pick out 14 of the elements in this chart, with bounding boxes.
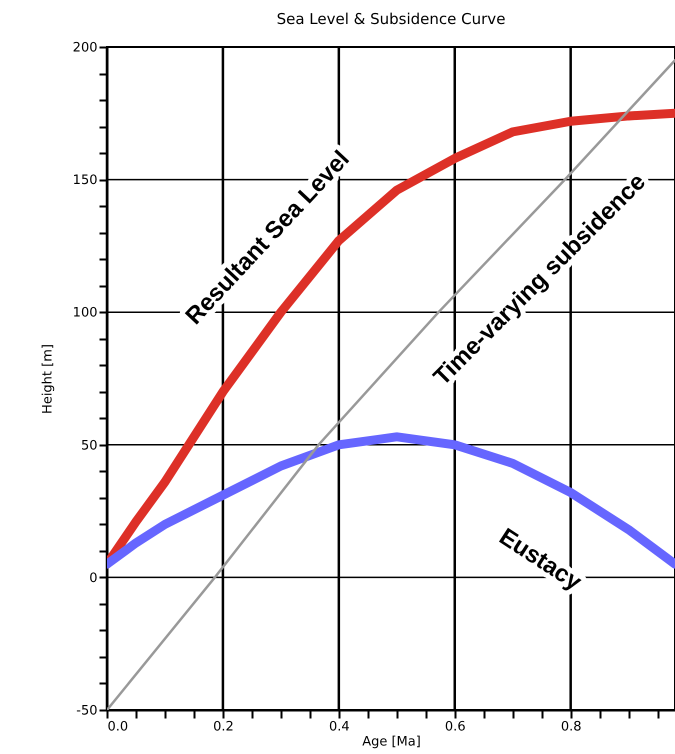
x-tick-label: 0.0 bbox=[108, 720, 128, 734]
y-axis-title: Height [m] bbox=[40, 344, 56, 414]
x-axis-title: Age [Ma] bbox=[362, 734, 421, 750]
x-tick-label: 0.4 bbox=[328, 720, 350, 734]
y-tick-label: -50 bbox=[76, 704, 98, 718]
x-tick-label: 0.8 bbox=[560, 720, 582, 734]
x-tick-label: 0.2 bbox=[213, 720, 234, 734]
y-tick-label: 50 bbox=[80, 438, 98, 454]
chart-title: Sea Level & Subsidence Curve bbox=[276, 10, 506, 28]
x-tick-label: 0.6 bbox=[444, 720, 466, 734]
y-tick-label: 0 bbox=[89, 570, 98, 586]
y-tick-label: 100 bbox=[72, 306, 98, 321]
y-tick-label: 150 bbox=[72, 173, 98, 188]
y-tick-label: 200 bbox=[72, 40, 98, 56]
